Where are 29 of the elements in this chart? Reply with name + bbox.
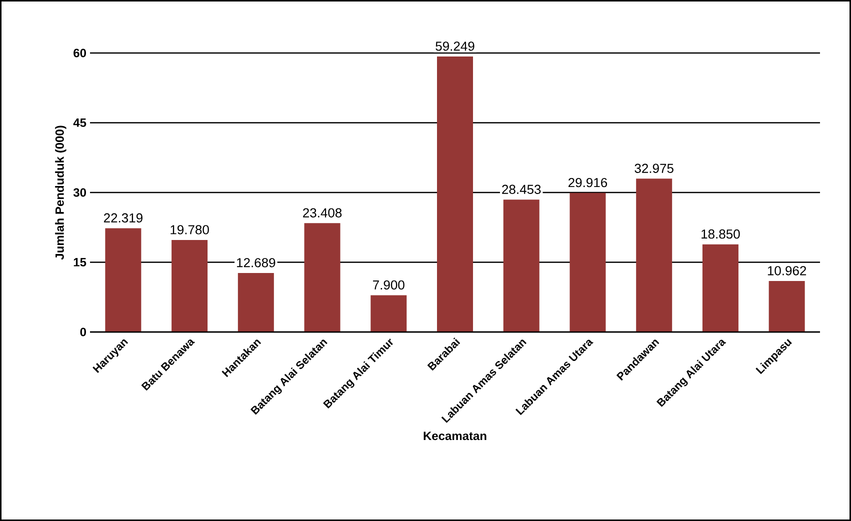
data-label: 59.249 <box>436 42 474 51</box>
bar <box>570 192 606 332</box>
y-tick-label: 15 <box>74 258 86 266</box>
data-label: 23.408 <box>303 208 342 218</box>
bar <box>172 240 208 332</box>
data-label: 29.916 <box>568 178 608 188</box>
bar <box>370 295 407 332</box>
data-label: 12.689 <box>237 258 276 268</box>
data-label: 18.850 <box>702 229 740 239</box>
bar <box>105 228 142 332</box>
y-axis-title: Jumlah Penduduk (000) <box>55 126 66 260</box>
bar <box>636 178 672 332</box>
data-label: 19.780 <box>170 225 209 234</box>
data-label: 10.962 <box>768 266 806 276</box>
bar <box>238 272 274 332</box>
bar <box>503 200 540 332</box>
y-tick-label: 30 <box>73 188 86 197</box>
y-tick-label: 45 <box>73 118 86 127</box>
y-tick-label: 60 <box>74 48 86 58</box>
bar <box>768 281 805 332</box>
data-label: 32.975 <box>634 164 674 173</box>
data-label: 22.319 <box>104 213 142 223</box>
data-label: 7.900 <box>373 280 404 290</box>
bar <box>304 223 340 332</box>
bar <box>437 56 474 332</box>
bar <box>702 244 738 332</box>
y-tick-label: 0 <box>80 328 86 336</box>
data-label: 28.453 <box>502 184 541 194</box>
x-axis-title: Kecamatan <box>424 432 486 440</box>
